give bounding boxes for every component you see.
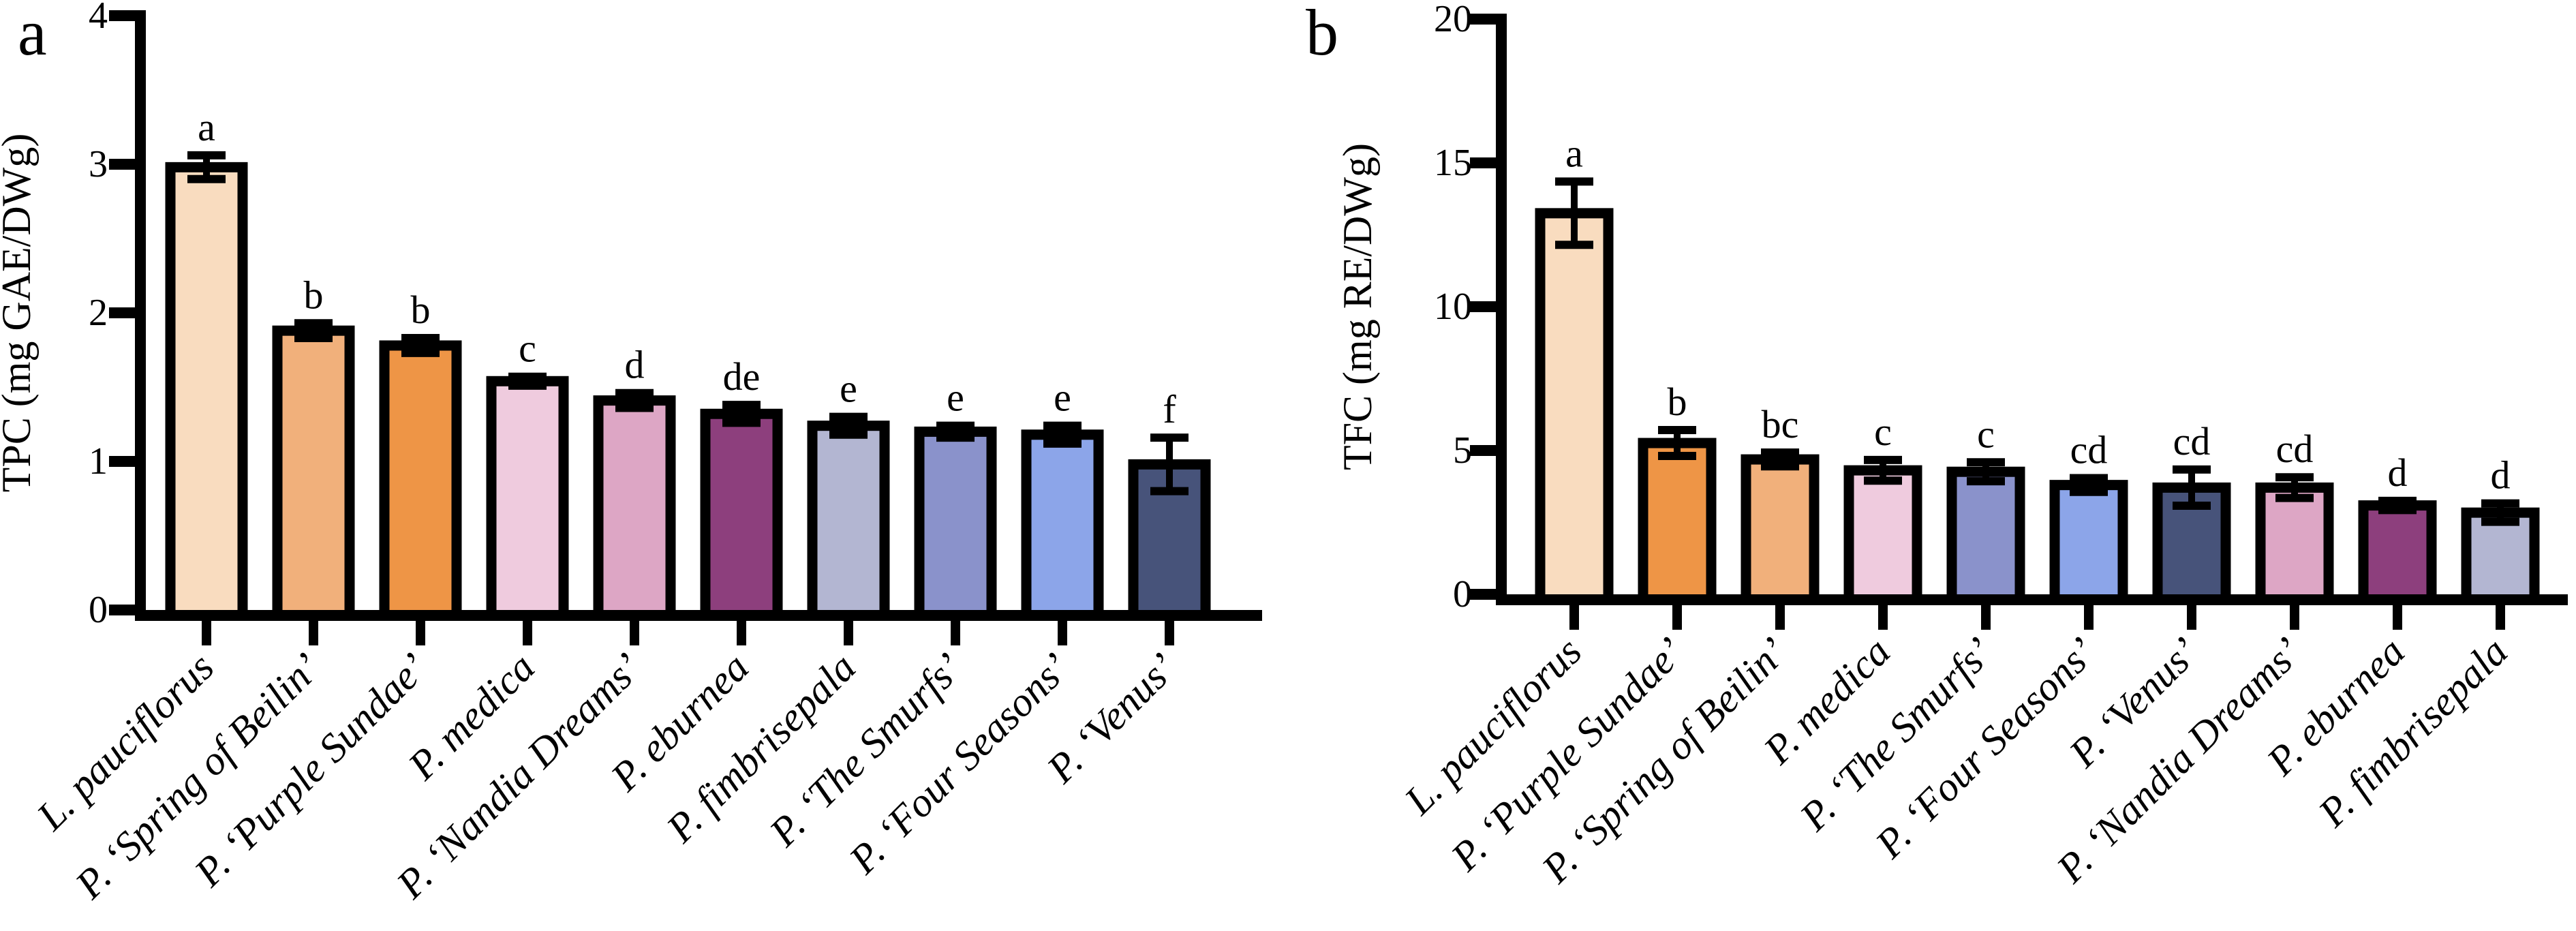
bar xyxy=(593,395,676,621)
bar xyxy=(165,162,248,621)
bar xyxy=(1843,465,1922,605)
sig-letter: f xyxy=(1163,387,1176,431)
y-tick-label: 0 xyxy=(89,589,108,631)
sig-letter: de xyxy=(723,354,761,399)
y-tick-label: 4 xyxy=(89,0,108,37)
y-tick-label: 5 xyxy=(1453,429,1472,472)
x-tick-label: P. fimbrisepala xyxy=(658,645,865,852)
bar xyxy=(1741,454,1820,605)
panel-b-letter: b xyxy=(1306,0,1338,69)
y-tick-label: 20 xyxy=(1434,0,1472,40)
panel-a-letter: a xyxy=(18,0,47,69)
sig-letter: d xyxy=(625,343,645,387)
sig-letter: c xyxy=(1977,412,1995,456)
panel-a: a a L. pauciflorus b P. ‘Spring of Beilin’ b… xyxy=(0,0,1262,908)
bar xyxy=(486,376,569,621)
sig-letter: e xyxy=(1054,376,1071,420)
x-tick-label: L. pauciflorus xyxy=(1396,629,1590,823)
y-axis-title: TPC (mg GAE/DWg) xyxy=(0,134,39,493)
bar xyxy=(807,421,890,621)
sig-letter: c xyxy=(1874,410,1892,454)
sig-letter: cd xyxy=(2276,427,2314,471)
y-axis-title: TFC (mg RE/DWg) xyxy=(1335,143,1380,470)
sig-letter: bc xyxy=(1762,402,1799,446)
sig-letter: a xyxy=(198,105,215,149)
sig-letter: b xyxy=(411,288,431,332)
y-tick-label: 15 xyxy=(1434,142,1472,184)
sig-letter: b xyxy=(1668,380,1687,424)
y-tick-label: 3 xyxy=(89,143,108,185)
sig-letter: cd xyxy=(2173,419,2211,463)
bar xyxy=(2049,480,2128,605)
x-tick-label: P. ‘The Smurfs’ xyxy=(761,645,971,855)
sig-letter: d xyxy=(2491,453,2511,498)
bar xyxy=(379,340,462,621)
bar xyxy=(700,408,783,621)
sig-letter: e xyxy=(947,376,964,420)
sig-letter: b xyxy=(304,273,324,317)
bar xyxy=(914,426,997,621)
sig-letter: d xyxy=(2388,451,2408,495)
bar xyxy=(2255,482,2334,605)
bar xyxy=(1946,466,2025,605)
bar xyxy=(1638,438,1717,605)
bar xyxy=(1021,429,1104,621)
y-tick-label: 1 xyxy=(89,440,108,483)
sig-letter: a xyxy=(1565,131,1583,175)
bar xyxy=(2358,500,2437,605)
bar xyxy=(1535,208,1614,605)
sig-letter: e xyxy=(840,367,857,411)
y-tick-label: 2 xyxy=(89,292,108,334)
bar xyxy=(272,325,355,621)
panel-b: b a L. pauciflorus b P. ‘Purple Sundae’ bc P.… xyxy=(1288,0,2576,931)
sig-letter: cd xyxy=(2070,428,2108,472)
y-tick-label: 0 xyxy=(1453,573,1472,615)
y-tick-label: 10 xyxy=(1434,286,1472,328)
sig-letter: c xyxy=(519,326,536,371)
